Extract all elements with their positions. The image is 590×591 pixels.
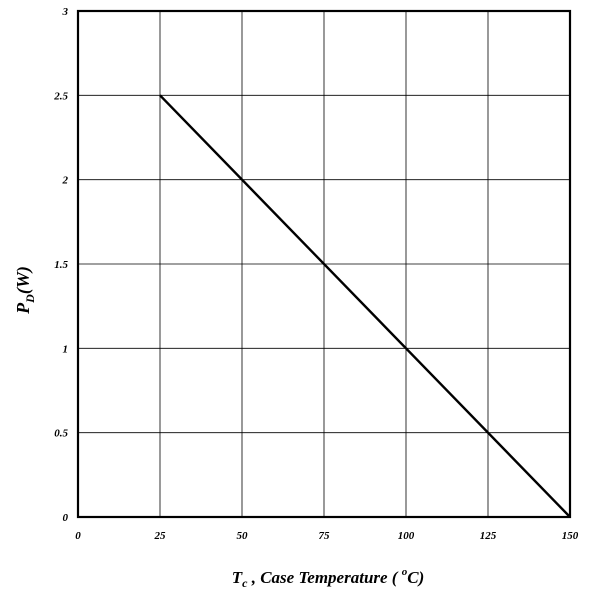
x-axis-title-main: T [232, 568, 243, 587]
y-tick-label: 0 [63, 512, 69, 524]
tick-labels: 0 25 50 75 100 125 150 0 0.5 1 1.5 2 2.5 3 [53, 6, 579, 542]
y-tick-label: 2 [62, 175, 69, 187]
x-tick-label: 150 [562, 530, 579, 542]
y-axis-title-main: P [13, 302, 33, 315]
x-axis-title-superscript: o [402, 566, 408, 578]
plot-area-frame [76, 9, 572, 519]
y-tick-label: 1.5 [54, 259, 68, 271]
grid-lines [78, 11, 570, 517]
x-axis-title-end: C) [407, 568, 424, 587]
x-axis-title-subscript: c [242, 576, 248, 590]
x-tick-label: 0 [75, 530, 81, 542]
x-tick-label: 75 [319, 530, 331, 542]
y-tick-label: 3 [62, 6, 69, 18]
y-axis-title: PD(W) [13, 266, 37, 315]
y-tick-label: 0.5 [54, 428, 68, 440]
x-axis-title-text: , Case Temperature ( [247, 568, 401, 587]
x-tick-label: 50 [237, 530, 249, 542]
y-axis-title-end: (W) [13, 266, 34, 294]
series-layer [159, 94, 571, 518]
y-axis-title-subscript: D [23, 294, 37, 304]
y-tick-label: 2.5 [53, 90, 68, 102]
x-axis-title: Tc , Case Temperature ( oC) [232, 566, 424, 590]
x-tick-label: 100 [398, 530, 415, 542]
y-tick-label: 1 [63, 343, 69, 355]
x-tick-label: 25 [154, 530, 167, 542]
series-line [159, 94, 571, 518]
x-tick-label: 125 [480, 530, 497, 542]
